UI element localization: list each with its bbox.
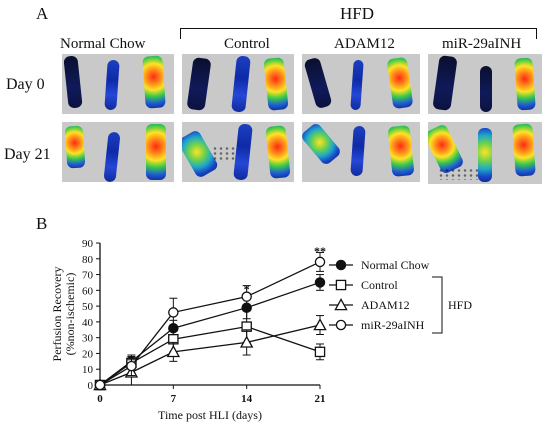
row-label-day-0: Day 0 (6, 76, 45, 93)
y-tick-label: 20 (82, 348, 94, 360)
x-tick-label: 0 (97, 393, 103, 405)
hfd-group-label: HFD (340, 4, 375, 23)
legend-marker-mir-29ainh (335, 319, 347, 331)
data-point (166, 344, 181, 358)
y-tick-label: 30 (82, 333, 94, 345)
x-axis-label: Time post HLI (days) (158, 408, 262, 422)
legend-label-normal-chow: Normal Chow (361, 258, 430, 272)
legend-hfd-label: HFD (448, 298, 472, 312)
y-tick-label: 70 (82, 270, 94, 282)
data-point (94, 379, 106, 391)
y-axis-label: Perfusion Recovery(%non-ischemic) (50, 267, 77, 362)
data-point (239, 335, 254, 348)
panel-b-letter: B (36, 214, 48, 233)
laser-doppler-image-adam12-day0 (302, 54, 420, 114)
laser-doppler-image-normal-chow-day21 (62, 122, 174, 182)
column-header-control: Control (224, 36, 270, 52)
series-mir-29ainh (94, 251, 326, 391)
x-tick-label: 21 (315, 393, 326, 405)
column-header-mir29ainh: miR-29aINH (442, 36, 522, 52)
y-tick-label: 80 (82, 254, 94, 266)
x-tick-label: 7 (171, 393, 177, 405)
legend-marker-control (335, 279, 347, 291)
significance-marker: * (244, 282, 250, 296)
data-point (313, 318, 327, 331)
significance-marker: ** (314, 244, 326, 258)
laser-doppler-image-mir29ainh-day21 (428, 122, 542, 184)
legend-label-adam12: ADAM12 (361, 298, 410, 312)
legend-marker-adam12 (334, 298, 348, 311)
laser-doppler-image-control-day21 (182, 122, 294, 182)
laser-doppler-image-adam12-day21 (302, 122, 420, 182)
legend-marker-normal-chow (335, 259, 347, 271)
y-tick-label: 90 (82, 238, 94, 250)
laser-doppler-image-mir29ainh-day0 (428, 54, 542, 114)
y-tick-label: 0 (88, 380, 94, 392)
x-tick-label: 14 (241, 393, 253, 405)
y-tick-label: 50 (82, 301, 94, 313)
data-point (314, 277, 326, 288)
legend-label-control: Control (361, 278, 398, 292)
laser-doppler-image-normal-chow-day0 (62, 54, 174, 114)
hfd-bracket (180, 28, 537, 39)
panel-a-letter: A (36, 4, 49, 23)
data-point (126, 360, 137, 372)
y-tick-label: 60 (82, 285, 94, 297)
data-point (241, 291, 252, 302)
legend-label-mir-29ainh: miR-29aINH (361, 318, 425, 332)
data-point (314, 346, 326, 358)
column-header-normal-chow: Normal Chow (60, 36, 146, 52)
data-point (168, 307, 179, 318)
column-header-adam12: ADAM12 (334, 36, 395, 52)
row-label-day-21: Day 21 (4, 146, 51, 163)
y-tick-label: 10 (82, 364, 94, 376)
laser-doppler-image-control-day0 (182, 54, 294, 114)
data-point (314, 256, 326, 268)
series-adam12 (93, 315, 327, 391)
series-control (94, 310, 326, 391)
y-tick-label: 40 (82, 317, 94, 329)
legend-hfd-bracket (432, 276, 443, 334)
